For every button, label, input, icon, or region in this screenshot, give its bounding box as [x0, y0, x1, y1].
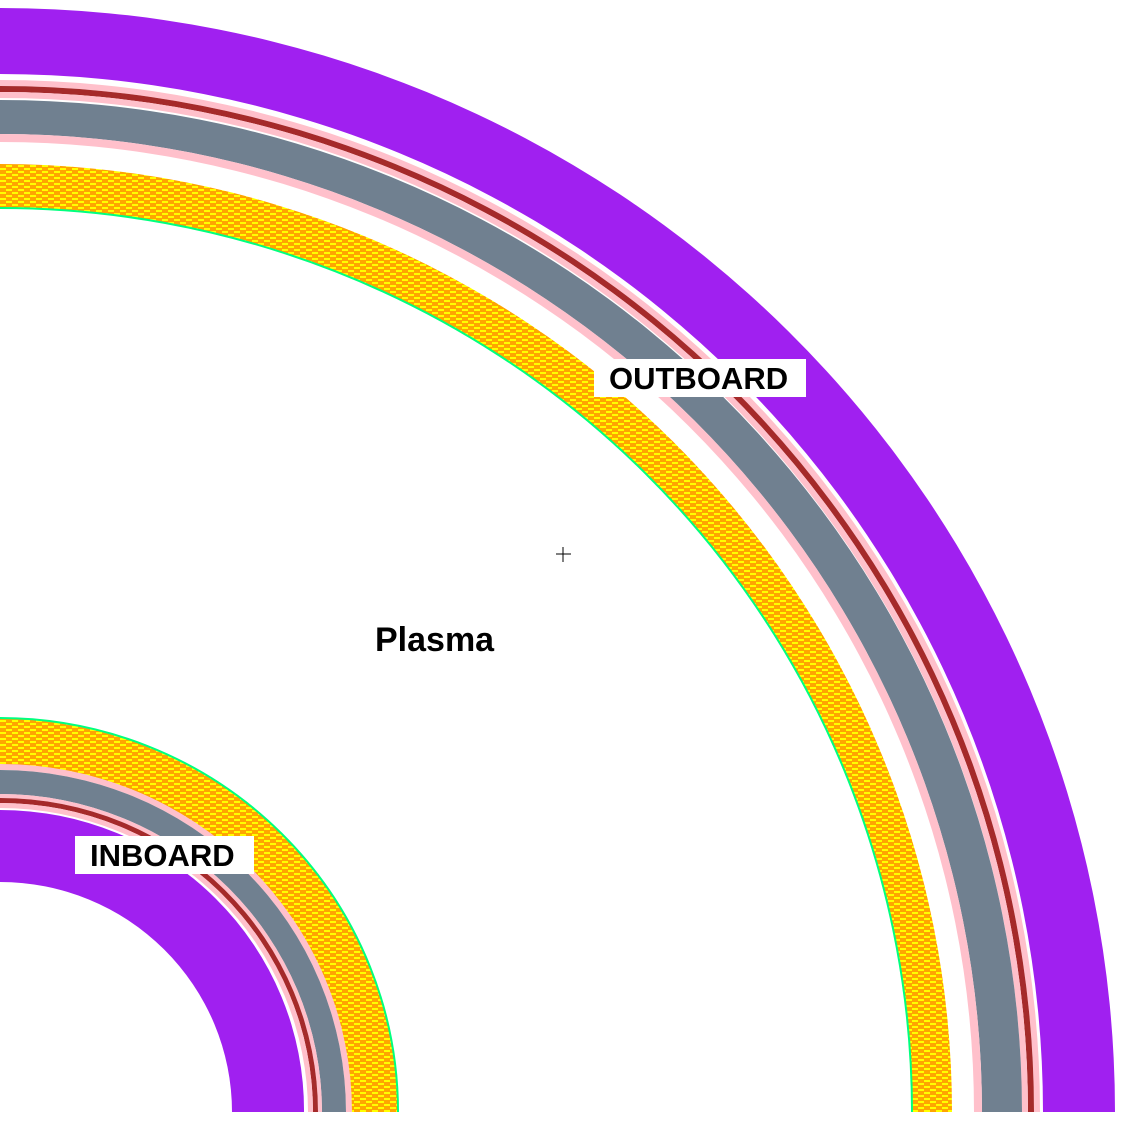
outboard-first-wall — [0, 207, 913, 1113]
inboard-blanket — [0, 718, 398, 1112]
outboard-layers — [0, 8, 1115, 1113]
outboard-label-box — [594, 359, 806, 397]
outboard-vacuum-vessel — [0, 100, 1022, 1112]
inboard-label-box — [75, 836, 254, 874]
inboard-shield — [0, 810, 305, 1112]
outboard-label: OUTBOARD — [609, 361, 789, 396]
inboard-layers — [0, 717, 399, 1113]
outboard-shield — [0, 8, 1115, 1112]
plus-crosshair-icon — [556, 547, 571, 562]
plasma-label: Plasma — [375, 621, 495, 659]
inboard-first-wall — [0, 717, 399, 1113]
inboard-label: INBOARD — [90, 838, 235, 873]
